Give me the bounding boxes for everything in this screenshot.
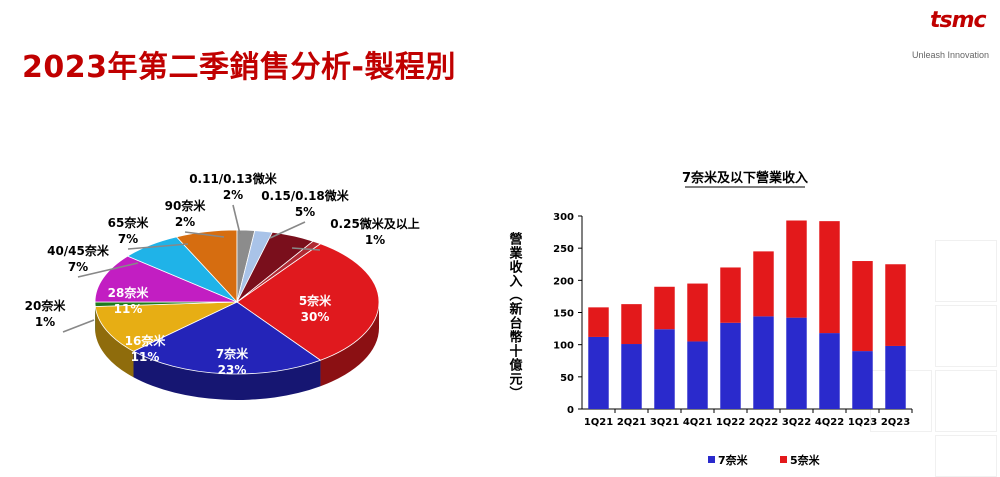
pie-percent-label: 7%	[68, 260, 88, 274]
x-tick-label: 2Q22	[749, 417, 778, 428]
pie-category-label: 16奈米	[125, 333, 167, 348]
bar-7nm-segment	[786, 318, 806, 409]
page-title: 2023年第二季銷售分析-製程別	[22, 42, 456, 86]
bar-7nm-segment	[885, 346, 905, 409]
bar-5nm-segment	[852, 261, 872, 351]
background-square	[935, 305, 997, 367]
bar-7nm-segment	[654, 329, 674, 409]
y-tick-label: 0	[567, 405, 574, 416]
pie-category-label: 7奈米	[216, 346, 249, 361]
legend-label: 7奈米	[718, 453, 749, 467]
logo-tagline: Unleash Innovation	[912, 50, 989, 60]
x-tick-label: 1Q22	[716, 417, 745, 428]
x-tick-label: 1Q23	[848, 417, 877, 428]
pie-category-label: 0.25微米及以上	[330, 216, 420, 231]
pie-percent-label: 2%	[175, 215, 195, 229]
background-square	[935, 370, 997, 432]
legend-swatch	[780, 456, 787, 463]
pie-category-label: 40/45奈米	[47, 243, 110, 258]
bar-7nm-segment	[753, 316, 773, 409]
logo-mark: tsmc	[930, 8, 986, 33]
bar-5nm-segment	[720, 267, 740, 322]
x-tick-label: 2Q21	[617, 417, 646, 428]
pie-category-label: 0.15/0.18微米	[261, 188, 350, 203]
pie-category-label: 65奈米	[108, 215, 150, 230]
bar-5nm-segment	[753, 251, 773, 316]
pie-leader-line	[63, 320, 94, 332]
bar-7nm-segment	[852, 351, 872, 409]
bar-5nm-segment	[885, 264, 905, 346]
bar-5nm-segment	[654, 287, 674, 329]
pie-category-label: 90奈米	[165, 198, 207, 213]
x-tick-label: 4Q21	[683, 417, 712, 428]
y-tick-label: 300	[553, 212, 574, 223]
bar-7nm-segment	[819, 333, 839, 409]
background-square	[935, 435, 997, 477]
company-logo: tsmc Unleash Innovation	[912, 8, 998, 64]
pie-percent-label: 5%	[295, 205, 315, 219]
x-tick-label: 4Q22	[815, 417, 844, 428]
pie-percent-label: 2%	[223, 188, 243, 202]
pie-percent-label: 11%	[114, 302, 143, 316]
bar-5nm-segment	[687, 284, 707, 342]
pie-category-label: 5奈米	[299, 293, 332, 308]
y-tick-label: 150	[553, 309, 574, 320]
x-tick-label: 1Q21	[584, 417, 613, 428]
bar-7nm-segment	[621, 344, 641, 409]
y-tick-label: 200	[553, 276, 574, 287]
legend-swatch	[708, 456, 715, 463]
pie-percent-label: 11%	[131, 350, 160, 364]
bar-7nm-segment	[687, 341, 707, 409]
bar-7nm-segment	[720, 323, 740, 409]
x-tick-label: 3Q22	[782, 417, 811, 428]
process-share-pie-chart: 5奈米 30% 7奈米 23% 16奈米 11% 20奈米 1% 28奈米 11% 40/45奈米 7…	[0, 160, 480, 476]
pie-percent-label: 30%	[301, 310, 330, 324]
background-square	[935, 240, 997, 302]
bar-chart-title: 7奈米及以下營業收入	[682, 170, 808, 186]
bar-7nm-segment	[588, 337, 608, 409]
bar-5nm-segment	[786, 221, 806, 318]
y-tick-label: 100	[553, 341, 574, 352]
y-axis-label: 營業收入（新台幣十億元）	[507, 231, 524, 400]
pie-percent-label: 1%	[365, 233, 385, 247]
legend-label: 5奈米	[790, 453, 821, 467]
pie-category-label: 0.11/0.13微米	[189, 171, 278, 186]
bar-5nm-segment	[588, 307, 608, 337]
y-tick-label: 50	[560, 373, 574, 384]
pie-category-label: 28奈米	[108, 285, 150, 300]
pie-percent-label: 23%	[218, 363, 247, 377]
x-tick-label: 3Q21	[650, 417, 679, 428]
pie-category-label: 20奈米	[25, 298, 67, 313]
bar-5nm-segment	[819, 221, 839, 333]
x-tick-label: 2Q23	[881, 417, 910, 428]
pie-percent-label: 7%	[118, 232, 138, 246]
y-tick-label: 250	[553, 244, 574, 255]
bar-5nm-segment	[621, 304, 641, 344]
pie-percent-label: 1%	[35, 315, 55, 329]
